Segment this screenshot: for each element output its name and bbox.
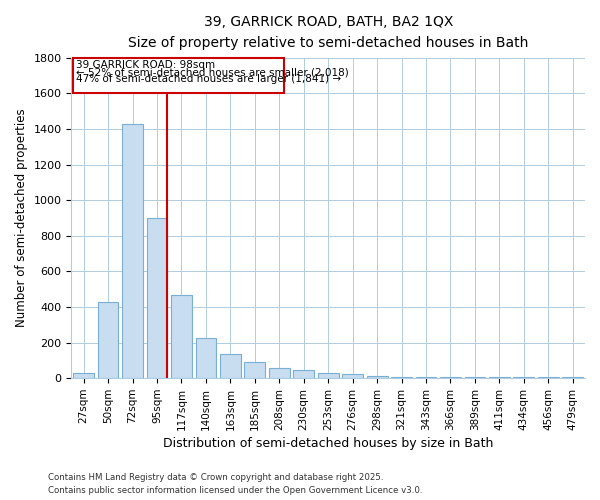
- Bar: [146, 218, 167, 378]
- Bar: [318, 373, 338, 378]
- X-axis label: Distribution of semi-detached houses by size in Bath: Distribution of semi-detached houses by …: [163, 437, 493, 450]
- Bar: [342, 374, 363, 378]
- Bar: [293, 370, 314, 378]
- Text: ← 52% of semi-detached houses are smaller (2,018): ← 52% of semi-detached houses are smalle…: [76, 68, 349, 78]
- FancyBboxPatch shape: [73, 58, 284, 94]
- Bar: [196, 338, 217, 378]
- Text: Contains HM Land Registry data © Crown copyright and database right 2025.
Contai: Contains HM Land Registry data © Crown c…: [48, 474, 422, 495]
- Bar: [122, 124, 143, 378]
- Title: 39, GARRICK ROAD, BATH, BA2 1QX
Size of property relative to semi-detached house: 39, GARRICK ROAD, BATH, BA2 1QX Size of …: [128, 15, 529, 50]
- Bar: [171, 294, 192, 378]
- Text: 39 GARRICK ROAD: 98sqm: 39 GARRICK ROAD: 98sqm: [76, 60, 215, 70]
- Y-axis label: Number of semi-detached properties: Number of semi-detached properties: [15, 108, 28, 328]
- Bar: [98, 302, 118, 378]
- Text: 47% of semi-detached houses are larger (1,841) →: 47% of semi-detached houses are larger (…: [76, 74, 341, 84]
- Bar: [269, 368, 290, 378]
- Bar: [244, 362, 265, 378]
- Bar: [220, 354, 241, 378]
- Bar: [73, 373, 94, 378]
- Bar: [367, 376, 388, 378]
